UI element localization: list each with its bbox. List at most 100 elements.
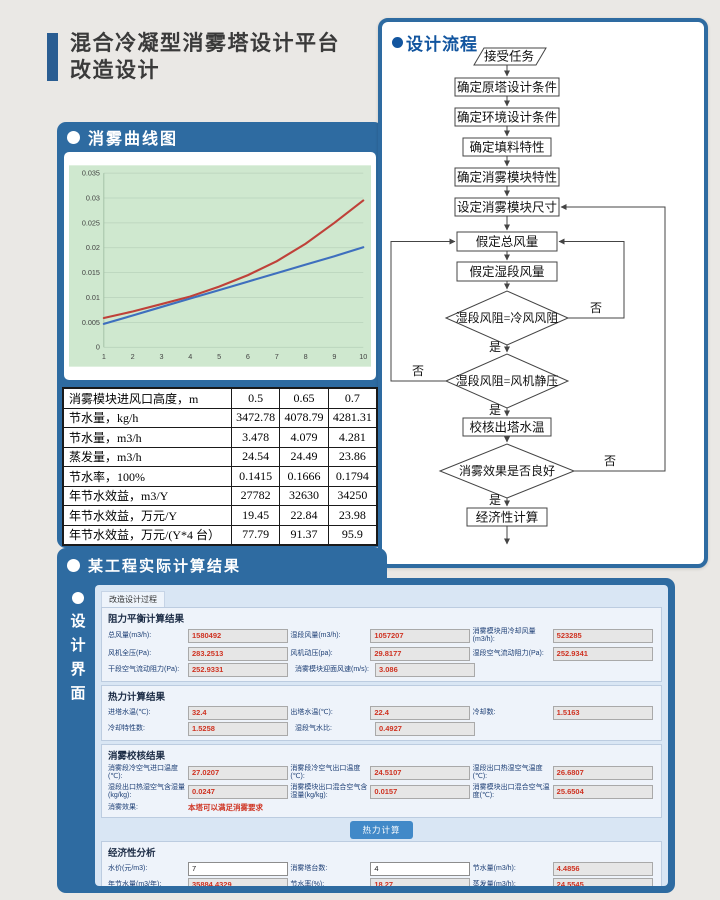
table-row: 年节水效益，m3/Y 27782 32630 34250: [62, 485, 378, 506]
table-row: 节水量，kg/h 3472.78 4078.79 4281.31: [62, 407, 378, 428]
x-tick-label: 7: [275, 352, 279, 361]
curve-panel: 消雾曲线图 0 0.005 0.01 0.015 0.02 0.025 0.03 0.035 1…: [57, 122, 383, 548]
value-cell: 22.84: [279, 505, 329, 526]
flow-panel-header: 设计流程: [392, 30, 478, 55]
flow-yes-label: 是: [489, 340, 501, 354]
flow-no-label: 否: [590, 301, 602, 315]
field-label: 总风量(m3/h):: [108, 632, 152, 640]
section-title: 经济性分析: [108, 848, 156, 860]
value-cell: 95.9: [327, 524, 378, 546]
flow-node-label: 确定消雾模块特性: [457, 170, 557, 185]
value-cell: 91.37: [279, 524, 329, 546]
row-label-cell: 节水率，100%: [62, 466, 232, 487]
value-cell: 4.079: [279, 427, 329, 448]
page-title-block: 混合冷凝型消雾塔设计平台 改造设计: [47, 30, 340, 85]
tab-retrofit-design-process[interactable]: 改造设计过程: [101, 591, 165, 607]
x-tick-label: 5: [217, 352, 221, 361]
mixed-air-humidity-value: 0.0157: [370, 784, 471, 799]
design-flow-panel: 设计流程 接受任务 确定原塔设计条件 确定环境设计条件 确定填料特性 确定消雾模…: [378, 18, 708, 568]
page-title-line2: 改造设计: [70, 59, 160, 83]
value-cell: 24.54: [230, 446, 281, 467]
flow-node-label: 确定环境设计条件: [457, 110, 557, 125]
value-cell: 0.65: [279, 387, 329, 409]
y-tick-label: 0.02: [86, 243, 100, 252]
flow-node-label: 消雾效果是否良好: [459, 463, 555, 478]
table-row: 节水率，100% 0.1415 0.1666 0.1794: [62, 466, 378, 487]
field-label: 消雾模块迎面风速(m/s):: [295, 665, 369, 673]
thermal-calc-button[interactable]: 热力计算: [350, 821, 413, 840]
row-label-cell: 蒸发量，m3/h: [62, 446, 232, 467]
module-cooling-airflow-value: 523285: [552, 629, 653, 644]
field-label: 消雾塔台数:: [290, 865, 328, 873]
row-label-cell: 消雾模块进风口高度，m: [62, 387, 232, 409]
row-label-cell: 节水量，m3/h: [62, 427, 232, 448]
section-fog-check: 消雾校核结果 消雾段冷空气进口温度(℃): 27.0207 消雾段冷空气出口温度(…: [101, 743, 662, 819]
annual-water-saving-value: 35884.4329: [188, 878, 288, 886]
x-tick-label: 3: [159, 352, 163, 361]
mixed-air-temp-value: 25.6504: [552, 784, 653, 799]
table-row: 年节水效益，万元/(Y*4 台） 77.79 91.37 95.9: [62, 524, 378, 546]
results-content: 改造设计过程 阻力平衡计算结果 总风量(m3/h): 1580492 湿段风量(m…: [95, 585, 668, 886]
section-title: 阻力平衡计算结果: [108, 614, 185, 625]
flow-node-label: 湿段风阻=风机静压: [456, 373, 559, 388]
cold-air-inlet-temp-value: 27.0207: [188, 766, 288, 781]
y-tick-label: 0.025: [82, 218, 100, 227]
field-label: 风机动压(pa):: [290, 649, 333, 657]
value-cell: 4.281: [327, 427, 378, 448]
value-cell: 4078.79: [279, 407, 329, 428]
y-tick-label: 0.005: [82, 318, 100, 327]
results-panel-header: 某工程实际计算结果: [57, 548, 387, 582]
flow-node-label: 确定填料特性: [469, 140, 544, 155]
section-resistance-balance: 阻力平衡计算结果 总风量(m3/h): 1580492 湿段风量(m3/h): 10…: [101, 607, 662, 682]
flow-node-label: 接受任务: [484, 49, 534, 64]
value-cell: 0.1666: [279, 466, 329, 487]
bullet-icon: [67, 130, 80, 144]
flow-node-label: 假定湿段风量: [469, 264, 544, 279]
total-airflow-value: 1580492: [188, 629, 288, 644]
value-cell: 0.1794: [327, 466, 378, 487]
dry-air-resistance-value: 252.9331: [188, 662, 288, 677]
field-label: 年节水量(m3/年):: [108, 881, 162, 886]
x-tick-label: 2: [131, 352, 135, 361]
flow-decision: [444, 353, 570, 409]
curve-panel-header: 消雾曲线图: [57, 122, 383, 152]
bullet-icon: [392, 37, 403, 48]
row-label-cell: 年节水效益，万元/Y: [62, 505, 232, 526]
value-cell: 77.79: [230, 524, 281, 546]
water-price-input[interactable]: [188, 862, 288, 877]
wet-air-water-ratio-value: 0.4927: [375, 721, 475, 736]
y-tick-label: 0.035: [82, 168, 100, 177]
x-tick-label: 9: [332, 352, 336, 361]
fan-total-pressure-value: 283.2513: [188, 646, 288, 661]
tower-count-input[interactable]: [370, 862, 471, 877]
flow-node-label: 确定原塔设计条件: [457, 80, 557, 95]
blue-curve: [102, 246, 365, 325]
cooling-number-value: 1.5163: [552, 705, 653, 720]
y-tick-label: 0.03: [86, 193, 100, 202]
flow-no-label: 否: [412, 364, 424, 378]
section-thermal-results: 热力计算结果 进塔水温(℃): 32.4 出塔水温(℃): 22.4 冷却数: 1.5…: [101, 684, 662, 741]
value-cell: 3472.78: [230, 407, 281, 428]
chart-plot-background: [69, 165, 371, 367]
field-label: 消雾模块用冷却风量(m3/h):: [472, 628, 536, 644]
page-title-line1: 混合冷凝型消雾塔设计平台: [70, 32, 340, 55]
flow-node-label: 校核出塔水温: [469, 420, 545, 435]
water-saving-rate-value: 18.27: [370, 878, 471, 886]
value-cell: 19.45: [230, 505, 281, 526]
field-label: 冷却特性数:: [108, 724, 145, 732]
value-cell: 24.49: [279, 446, 329, 467]
fog-curve-chart: 0 0.005 0.01 0.015 0.02 0.025 0.03 0.035 1 2 3 4 5 6 7…: [69, 165, 371, 367]
flow-no-label: 否: [604, 454, 616, 468]
y-tick-label: 0: [96, 343, 100, 352]
inlet-water-temp-value: 32.4: [188, 705, 288, 720]
section-title: 消雾校核结果: [108, 750, 166, 762]
field-label: 出塔水温(℃):: [290, 708, 333, 716]
table-row: 年节水效益，万元/Y 19.45 22.84 23.98: [62, 505, 378, 526]
value-cell: 34250: [327, 485, 378, 506]
curve-table-body: 消雾模块进风口高度，m 0.5 0.65 0.7 节水量，kg/h 3472.78 4078…: [62, 387, 378, 546]
flow-node-label: 经济性计算: [476, 510, 539, 525]
field-label: 湿段风量(m3/h):: [290, 632, 341, 640]
value-cell: 23.98: [327, 505, 378, 526]
value-cell: 0.7: [327, 387, 378, 409]
x-tick-label: 4: [188, 352, 192, 361]
